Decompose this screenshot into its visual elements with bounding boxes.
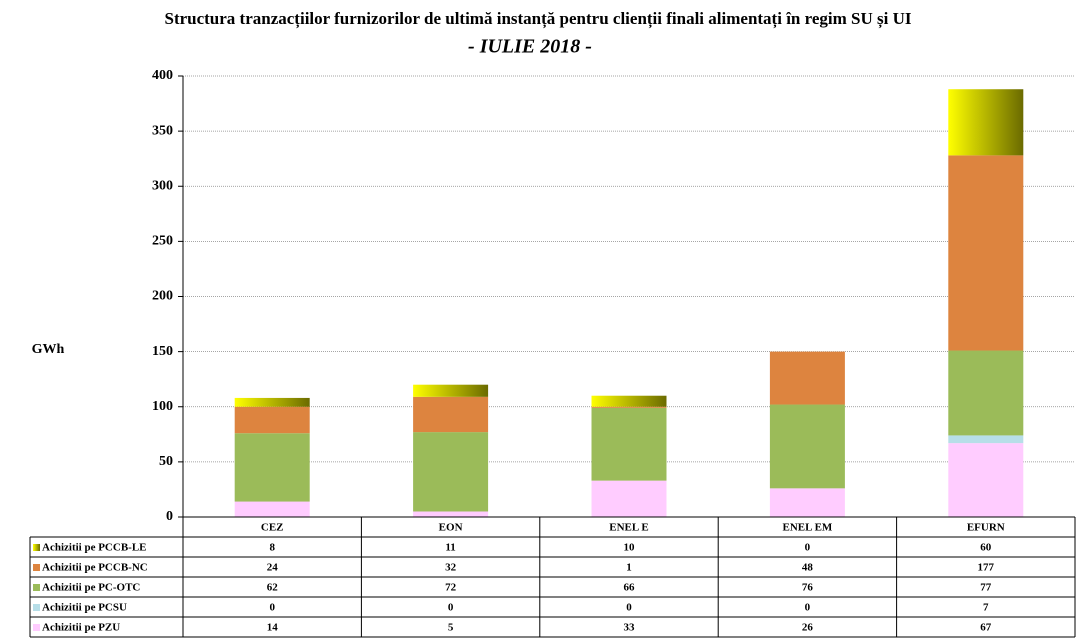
- table-value: 66: [624, 582, 636, 594]
- y-tick-label: 150: [152, 344, 173, 359]
- bar-segment: [413, 396, 489, 433]
- table-value: 0: [805, 602, 811, 614]
- bar-segment: [591, 406, 667, 408]
- bar-segment: [948, 89, 1024, 156]
- bar-segment: [591, 395, 667, 407]
- y-tick-label: 200: [152, 289, 173, 304]
- table-value: 76: [802, 582, 814, 594]
- y-tick-label: 400: [152, 68, 173, 83]
- table-value: 10: [624, 542, 636, 554]
- table-value: 5: [448, 622, 454, 634]
- table-value: 0: [448, 602, 454, 614]
- table-value: 72: [445, 582, 457, 594]
- table-value: 8: [269, 542, 275, 554]
- legend-label: Achizitii pe PZU: [42, 622, 120, 634]
- table-value: 0: [269, 602, 275, 614]
- table-value: 26: [802, 622, 814, 634]
- bar-segment: [413, 384, 489, 397]
- x-tick-label: ENEL E: [609, 522, 648, 534]
- x-tick-label: EFURN: [967, 522, 1005, 534]
- table-value: 11: [445, 542, 455, 554]
- table-value: 0: [626, 602, 632, 614]
- bar-segment: [591, 407, 667, 481]
- table-value: 62: [267, 582, 279, 594]
- legend-swatch: [33, 564, 40, 571]
- y-tick-label: 250: [152, 234, 173, 249]
- legend-label: Achizitii pe PC-OTC: [42, 582, 140, 594]
- y-axis-label: GWh: [32, 342, 65, 357]
- y-tick-label: 0: [166, 509, 173, 524]
- bar-segment: [591, 480, 667, 517]
- x-tick-label: ENEL EM: [782, 522, 832, 534]
- bar-segment: [234, 397, 310, 407]
- bar-segment: [769, 488, 845, 517]
- bar-segment: [769, 404, 845, 489]
- bar-segment: [948, 443, 1024, 517]
- table-value: 177: [978, 562, 995, 574]
- legend-label: Achizitii pe PCCB-NC: [42, 562, 148, 574]
- bar-segment: [948, 350, 1024, 436]
- table-value: 60: [980, 542, 992, 554]
- x-tick-label: CEZ: [261, 522, 284, 534]
- legend-swatch: [33, 624, 40, 631]
- bar-segment: [234, 501, 310, 517]
- bar-segment: [234, 433, 310, 502]
- y-tick-label: 50: [159, 454, 173, 469]
- x-tick-label: EON: [439, 522, 463, 534]
- bar-segment: [234, 406, 310, 434]
- table-value: 1: [626, 562, 632, 574]
- y-tick-label: 350: [152, 123, 173, 138]
- table-value: 67: [980, 622, 992, 634]
- table-value: 33: [624, 622, 636, 634]
- bar-segment: [948, 155, 1024, 351]
- legend-swatch: [33, 604, 40, 611]
- table-value: 32: [445, 562, 457, 574]
- table-value: 24: [267, 562, 279, 574]
- y-tick-label: 300: [152, 178, 173, 193]
- table-value: 77: [980, 582, 992, 594]
- chart-subtitle: - IULIE 2018 -: [468, 36, 592, 58]
- legend-swatch: [33, 544, 40, 551]
- y-tick-label: 100: [152, 399, 173, 414]
- bar-segment: [948, 435, 1024, 444]
- bar-segment: [413, 432, 489, 512]
- bar-segment: [413, 511, 489, 517]
- chart-title: Structura tranzacțiilor furnizorilor de …: [164, 9, 911, 29]
- legend-label: Achizitii pe PCCB-LE: [42, 542, 147, 554]
- table-value: 14: [267, 622, 279, 634]
- table-value: 48: [802, 562, 814, 574]
- legend-swatch: [33, 584, 40, 591]
- legend-label: Achizitii pe PCSU: [42, 602, 127, 614]
- table-value: 0: [805, 542, 811, 554]
- bar-segment: [769, 351, 845, 405]
- table-value: 7: [983, 602, 989, 614]
